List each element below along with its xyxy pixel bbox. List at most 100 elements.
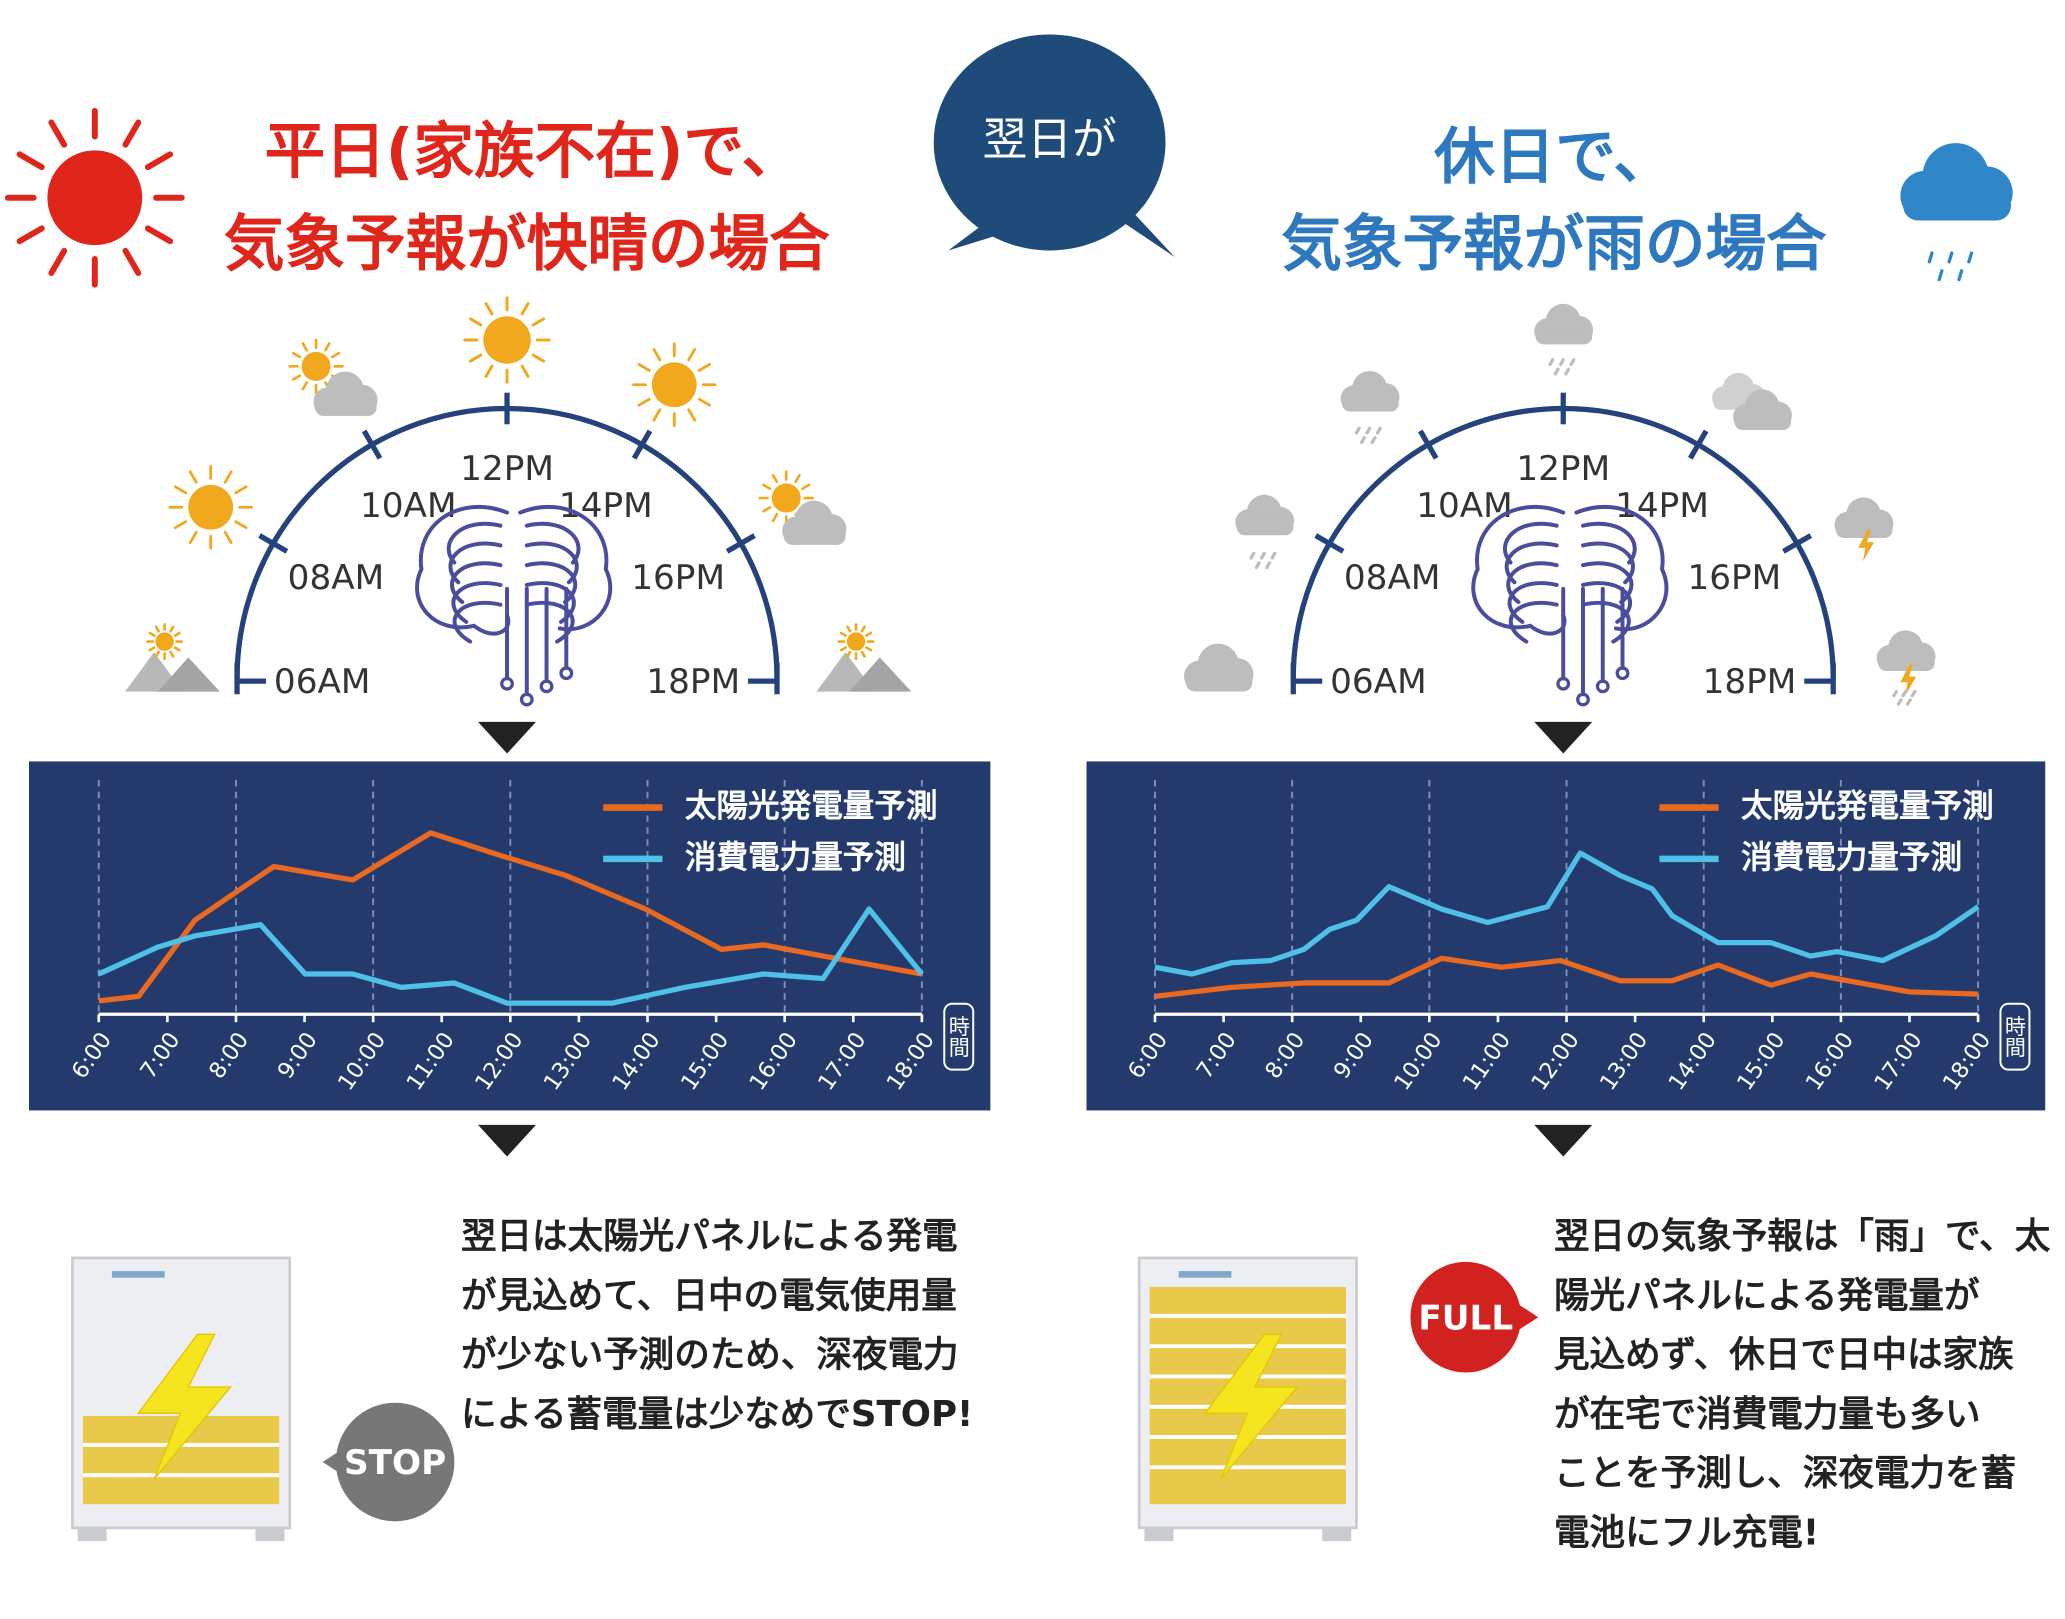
description-line: 電池にフル充電! [1554,1512,1819,1553]
cloud-icon [1235,494,1295,536]
clock-label: 06AM [274,662,371,702]
mountain-icon [816,652,912,692]
rain-icon [1927,251,1974,282]
sun-ray [122,119,142,148]
sun-disc [483,316,531,364]
left-title: 気象予報が快晴の場合 [224,209,830,279]
sun-disc [846,632,866,651]
sun-ray [687,408,697,422]
clock-label: 18PM [646,662,740,702]
description-line: による蓄電量は少なめでSTOP! [461,1394,973,1435]
rain-drop [1365,426,1372,435]
brain-fold [524,521,581,565]
sun-ray [223,470,233,484]
sun-ray [637,397,651,407]
sun-ray [234,520,248,530]
cloud-base [1535,328,1593,345]
rain-drop [1901,689,1908,698]
clock-label: 12PM [1516,449,1610,489]
description-line: が見込めて、日中の電気使用量 [461,1275,957,1316]
sun-ray [154,625,160,633]
battery-foot [1322,1527,1352,1542]
rain-drop [1892,689,1899,698]
sun-ray [188,530,198,545]
sun-ray [148,631,156,637]
circuit-node [1615,666,1630,681]
rain-drop [1910,689,1917,698]
rain-drop [1354,426,1361,435]
cloud-base [783,527,846,545]
brain-icon [415,504,613,707]
sun-ray [122,247,142,277]
sun-ray [169,650,175,658]
sun-ray [234,485,248,495]
cloud-base [1185,672,1253,692]
cloud-base [1236,519,1294,536]
rain-drop [1896,698,1903,706]
sun-ray [173,631,181,637]
clock-label: 16PM [1687,558,1781,598]
left-title: 平日(家族不在)で、 [265,117,803,187]
circuit-node [519,692,534,707]
sun-ray [860,625,866,633]
rain-drop [1558,358,1565,367]
sun-disc [651,362,697,408]
brain-fold [1507,581,1559,624]
clock-label: 14PM [559,486,653,526]
sun-icon [168,465,253,550]
series-line [1154,955,1979,999]
sun-ray [301,342,309,352]
clock-tick [725,533,756,554]
brain-fold [451,581,503,624]
clock-label: 08AM [1344,558,1441,598]
circuit-node [1556,676,1571,691]
cloud-icon [1834,497,1894,538]
clock-label: 16PM [631,558,725,598]
mountain [158,657,220,692]
rain-drop [1937,269,1944,282]
clock-tick [361,429,383,460]
legend-label: 太陽光発電量予測 [1741,789,1994,825]
clock-label: 14PM [1615,486,1709,526]
circuit-node [500,676,514,691]
sun-ray [188,470,198,484]
rain-icon [1354,426,1382,445]
rain-drop [1260,551,1266,560]
description-line: 翌日は太陽光パネルによる発電 [461,1216,958,1257]
sun-ray [697,397,712,407]
sun-ray [173,646,181,652]
sun-disc [771,483,801,513]
sun-ray [169,625,175,633]
sun-ray [652,408,662,422]
circuit-node [559,666,574,681]
clock-label: 12PM [460,449,554,489]
sun-ray [794,473,801,484]
sun-ray [148,646,156,652]
sun-ray [330,351,341,359]
brain-fold [446,521,503,565]
clock-tick [631,429,653,460]
sun-icon [632,342,717,428]
series-line [98,830,923,1004]
battery-foot [1144,1527,1174,1542]
sun-ray [865,631,873,637]
sun-ray [865,646,873,652]
cloud-icon [1876,630,1936,671]
sun-ray [652,348,662,362]
down-arrow [478,721,537,754]
battery-bolt [136,1333,232,1480]
lightning [1900,663,1917,696]
sun-ray [637,362,651,372]
cloud-icon [782,500,847,545]
sun-icon [463,296,551,384]
sun-ray [860,650,866,658]
clock-tick [1782,533,1813,554]
sun-ray [771,512,779,523]
rain-drop [1360,436,1367,445]
brain-outline [1574,504,1669,632]
brain-fold [1581,581,1632,624]
brain-fold [524,581,576,624]
description-line: 陽光パネルによる発電量が [1554,1275,1980,1316]
sun-disc [301,351,331,381]
legend-label: 消費電力量予測 [1741,840,1962,876]
